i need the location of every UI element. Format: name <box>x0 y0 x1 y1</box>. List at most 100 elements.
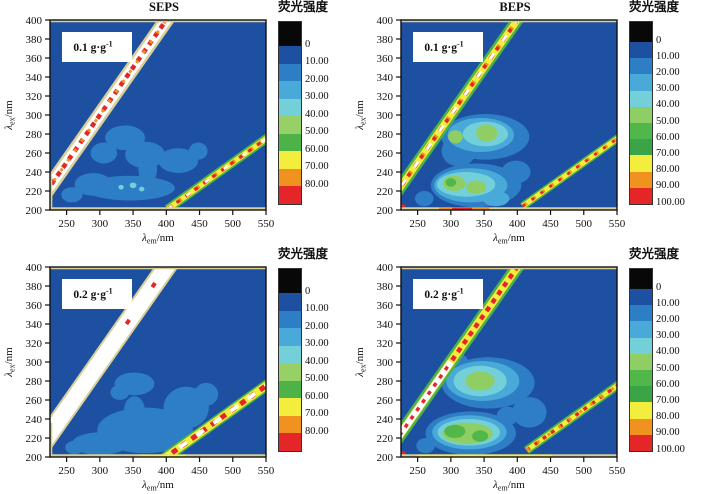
y-axis-subscript: ex <box>359 117 368 125</box>
x-tick-label: 500 <box>576 218 593 230</box>
annotation-box <box>413 279 483 309</box>
colorbar-title: 荧光强度 <box>278 247 329 261</box>
y-tick-label: 320 <box>377 91 394 103</box>
x-tick-label: 450 <box>542 465 559 477</box>
colorbar-segment <box>630 337 652 354</box>
y-tick-label: 300 <box>26 110 43 122</box>
panel-seps-0.1: SEPS 荧光强度 0.1 g·g-1 250 300 350 400 450 500 550… <box>0 0 351 247</box>
x-axis-label: λem/nm <box>492 479 525 493</box>
colorbar-tick-label: 70.00 <box>656 394 680 406</box>
y-axis-subscript: ex <box>8 364 17 372</box>
x-axis-unit: /nm <box>157 232 175 244</box>
colorbar-tick-label: 80.00 <box>656 411 680 423</box>
panel-header: SEPS 荧光强度 <box>0 0 351 15</box>
colorbar-scale <box>278 21 302 205</box>
colorbar-tick-label: 30.00 <box>656 330 680 342</box>
y-tick-label: 260 <box>377 395 394 407</box>
colorbar-segment <box>279 133 301 152</box>
colorbar-segment <box>630 434 652 451</box>
colorbar-tick-label: 70.00 <box>656 147 680 159</box>
colorbar-tick-label: 80.00 <box>656 164 680 176</box>
y-tick-label: 320 <box>377 338 394 350</box>
y-axis-symbol: λ <box>354 372 366 378</box>
peak-blob <box>118 184 124 190</box>
colorbar-segment <box>630 139 652 156</box>
colorbar-segment <box>279 81 301 99</box>
x-axis-subscript: em <box>498 484 509 493</box>
colorbar-segment <box>279 151 301 169</box>
colorbar-tick-label: 40.00 <box>305 355 329 367</box>
y-axis-symbol: λ <box>3 125 15 131</box>
colorbar-tick-label: 70.00 <box>305 161 329 173</box>
y-tick-label: 240 <box>26 414 43 426</box>
colorbar-tick-label: 60.00 <box>305 143 329 155</box>
x-axis-symbol: λ <box>492 479 498 491</box>
x-tick-label: 450 <box>191 218 208 230</box>
x-axis-unit: /nm <box>508 479 526 491</box>
x-axis-symbol: λ <box>141 232 147 244</box>
annotation-label: 0.1 g·g-1 <box>424 40 463 55</box>
y-tick-label: 340 <box>377 72 394 84</box>
peak-blob <box>90 142 118 164</box>
annotation-text: 0.1 g·g <box>73 42 106 54</box>
colorbar-tick-label: 30.00 <box>305 91 329 103</box>
y-axis-subscript: ex <box>8 117 17 125</box>
colorbar-tick-label: 0 <box>656 34 662 46</box>
peak-blob <box>110 384 130 400</box>
x-tick-label: 400 <box>158 218 175 230</box>
colorbar-segment <box>630 74 652 91</box>
peak-blob <box>139 186 145 192</box>
y-axis-symbol: λ <box>354 125 366 131</box>
colorbar-tick-label: 50.00 <box>305 373 329 385</box>
colorbar-segment <box>630 321 652 338</box>
y-tick-label: 320 <box>26 338 43 350</box>
peak-blob <box>448 130 463 144</box>
colorbar-tick-label: 10.00 <box>656 297 680 309</box>
colorbar-tick-label: 20.00 <box>305 320 329 332</box>
x-axis-unit: /nm <box>157 479 175 491</box>
panel-seps-0.2: 荧光强度 0.2 g·g-1 250 300 350 400 450 500 550 200 22… <box>0 247 351 494</box>
y-tick-label: 340 <box>26 72 43 84</box>
x-tick-label: 400 <box>509 465 526 477</box>
colorbar-segment <box>630 155 652 172</box>
x-tick-label: 550 <box>258 218 275 230</box>
colorbar-segment <box>630 22 652 42</box>
x-tick-label: 400 <box>158 465 175 477</box>
y-axis-symbol: λ <box>3 372 15 378</box>
y-tick-label: 200 <box>26 205 43 217</box>
colorbar-tick-label: 90.00 <box>656 427 680 439</box>
y-tick-label: 280 <box>26 376 43 388</box>
colorbar-segment <box>279 433 301 451</box>
peak-blob <box>416 438 435 454</box>
colorbar-segment <box>279 345 301 364</box>
colorbar-segment <box>279 380 301 399</box>
colorbar-tick-label: 20.00 <box>656 313 680 325</box>
colorbar-segment <box>279 328 301 346</box>
colorbar-tick-label: 50.00 <box>656 115 680 127</box>
y-axis-label: λex/nm <box>354 100 368 131</box>
y-axis-subscript: ex <box>359 364 368 372</box>
peak-blob <box>188 142 208 160</box>
x-tick-label: 350 <box>125 465 142 477</box>
peak-blob <box>466 180 487 194</box>
colorbar: 0 10.00 20.00 30.00 40.00 50.00 60.00 70.00 80.0… <box>278 262 351 493</box>
x-axis-symbol: λ <box>141 479 147 491</box>
colorbar-segment <box>630 42 652 59</box>
colorbar-tick-label: 30.00 <box>305 338 329 350</box>
y-tick-label: 400 <box>377 262 394 274</box>
colorbar-tick-label: 60.00 <box>656 378 680 390</box>
colorbar-tick-label: 40.00 <box>656 99 680 111</box>
x-axis-label: λem/nm <box>141 232 174 246</box>
x-tick-label: 500 <box>225 218 242 230</box>
colorbar: 0 10.00 20.00 30.00 40.00 50.00 60.00 70.00 80.0… <box>629 15 702 246</box>
y-axis-unit: /nm <box>354 100 366 118</box>
peak-blob <box>465 371 495 391</box>
y-tick-label: 280 <box>377 376 394 388</box>
annotation-superscript: -1 <box>457 40 464 49</box>
annotation-text: 0.2 g·g <box>73 289 106 301</box>
colorbar-tick-label: 50.00 <box>656 362 680 374</box>
colorbar: 0 10.00 20.00 30.00 40.00 50.00 60.00 70.00 80.0… <box>629 262 702 493</box>
x-tick-label: 450 <box>191 465 208 477</box>
y-tick-label: 220 <box>26 433 43 445</box>
